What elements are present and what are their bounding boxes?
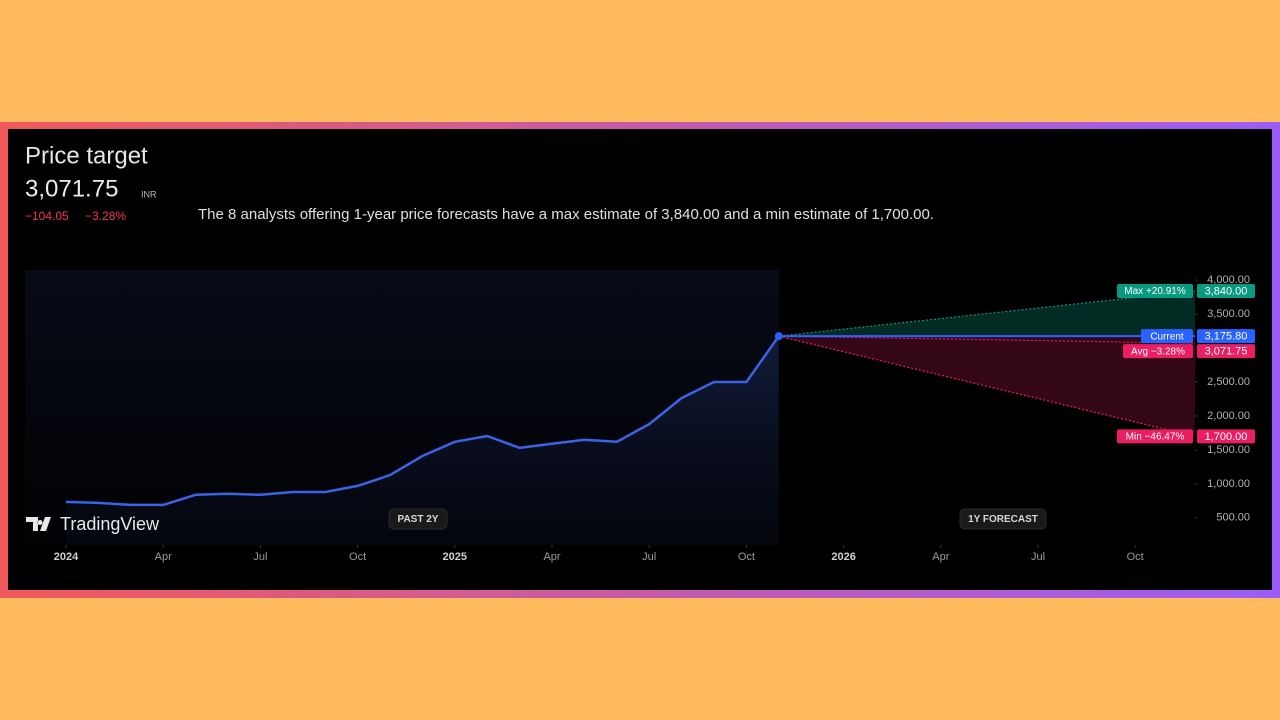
- x-tick-label: 2025: [443, 551, 467, 563]
- y-tick-label: 1,000.00: [1207, 478, 1250, 490]
- change-pct: −3.28%: [85, 209, 126, 223]
- tag-value: 3,071.75: [1205, 346, 1248, 358]
- tag-value-box: [1197, 344, 1255, 359]
- forecast-line: [778, 335, 1196, 437]
- x-tick-label: 2024: [54, 551, 79, 563]
- tag-label-box: [1141, 329, 1193, 344]
- tag-label: Current: [1150, 331, 1184, 342]
- forecast-line: [778, 290, 1196, 337]
- x-tick-label: Oct: [1127, 551, 1144, 563]
- y-tick-label: 4,000.00: [1207, 274, 1250, 286]
- x-tick-label: Oct: [738, 551, 755, 563]
- tag-value-box: [1197, 329, 1255, 344]
- forecast-down-area: [778, 336, 1195, 437]
- x-tick-label: Apr: [932, 551, 949, 563]
- tag-label: Avg −3.28%: [1131, 346, 1185, 357]
- x-tick-label: Apr: [543, 551, 560, 563]
- tag-value: 1,700.00: [1205, 431, 1248, 443]
- period-badge: [959, 508, 1047, 530]
- tag-value-box: [1197, 429, 1255, 444]
- tag-value: 3,175.80: [1205, 331, 1248, 343]
- tag-label-box: [1117, 284, 1193, 299]
- tag-label: Max +20.91%: [1124, 286, 1186, 297]
- description: The 8 analysts offering 1-year price for…: [198, 206, 934, 223]
- period-label: PAST 2Y: [398, 514, 439, 525]
- price: 3,071.75: [25, 175, 118, 202]
- tag-label: Min −46.47%: [1126, 431, 1185, 442]
- forecast-line: [778, 335, 1196, 344]
- change: −104.05: [25, 209, 69, 223]
- period-label: 1Y FORECAST: [968, 514, 1038, 525]
- period-badge: [388, 508, 448, 530]
- tag-label-box: [1123, 344, 1193, 359]
- price-line: [65, 335, 780, 507]
- y-tick-label: 2,000.00: [1207, 410, 1250, 422]
- y-tick-label: 3,500.00: [1207, 308, 1250, 320]
- x-tick-label: Jul: [253, 551, 267, 563]
- x-tick-label: Jul: [642, 551, 656, 563]
- tag-value-box: [1197, 284, 1255, 299]
- x-tick-label: Jul: [1031, 551, 1045, 563]
- plot: 500.00 1,000.00 1,500.00 2,000.00 2,500.00 3,…: [25, 270, 1255, 563]
- y-tick-label: 2,500.00: [1207, 376, 1250, 388]
- current-point: [774, 332, 783, 341]
- brand-logo: [26, 517, 51, 531]
- x-tick-label: Oct: [349, 551, 366, 563]
- brand-name: TradingView: [60, 514, 160, 534]
- tag-value: 3,840.00: [1205, 285, 1248, 297]
- y-tick-label: 500.00: [1216, 512, 1250, 524]
- currency: INR: [141, 189, 157, 199]
- y-tick-label: 1,500.00: [1207, 444, 1250, 456]
- area: [66, 336, 779, 545]
- x-tick-label: 2026: [831, 551, 855, 563]
- title: Price target: [25, 142, 148, 169]
- x-tick-label: Apr: [155, 551, 172, 563]
- tag-label-box: [1117, 429, 1193, 444]
